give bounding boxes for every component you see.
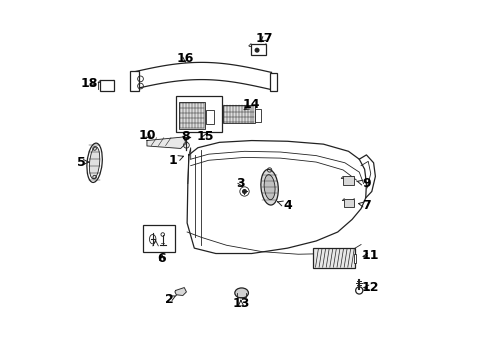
Circle shape [242,190,246,193]
FancyBboxPatch shape [250,44,265,55]
Text: 12: 12 [361,281,378,294]
Text: 17: 17 [255,32,273,45]
Text: 8: 8 [181,130,189,144]
FancyBboxPatch shape [179,102,204,129]
FancyBboxPatch shape [130,71,139,91]
Text: 18: 18 [81,77,98,90]
Text: 6: 6 [158,252,166,265]
Text: 16: 16 [176,51,194,64]
FancyBboxPatch shape [353,254,356,263]
FancyBboxPatch shape [254,109,261,122]
Text: 4: 4 [277,199,291,212]
Ellipse shape [234,288,248,298]
Polygon shape [147,137,187,148]
Polygon shape [175,288,186,296]
Text: 11: 11 [361,249,378,262]
Text: 1: 1 [168,154,183,167]
Ellipse shape [87,143,102,183]
Ellipse shape [261,169,278,205]
FancyBboxPatch shape [143,225,175,252]
Text: 5: 5 [77,156,89,168]
Text: 13: 13 [232,297,249,310]
Text: 14: 14 [243,98,260,111]
Ellipse shape [89,147,100,179]
Circle shape [255,48,258,52]
FancyBboxPatch shape [223,105,254,123]
FancyBboxPatch shape [176,96,222,132]
FancyBboxPatch shape [100,80,114,91]
Text: 10: 10 [139,129,156,142]
FancyBboxPatch shape [343,176,353,185]
Text: 7: 7 [358,199,370,212]
Text: 15: 15 [196,130,213,144]
FancyBboxPatch shape [205,110,213,125]
Text: 2: 2 [164,293,176,306]
FancyBboxPatch shape [313,248,354,268]
Text: 9: 9 [356,177,370,190]
Text: 3: 3 [236,177,244,190]
FancyBboxPatch shape [269,73,277,91]
Ellipse shape [264,175,275,200]
FancyBboxPatch shape [344,199,353,207]
